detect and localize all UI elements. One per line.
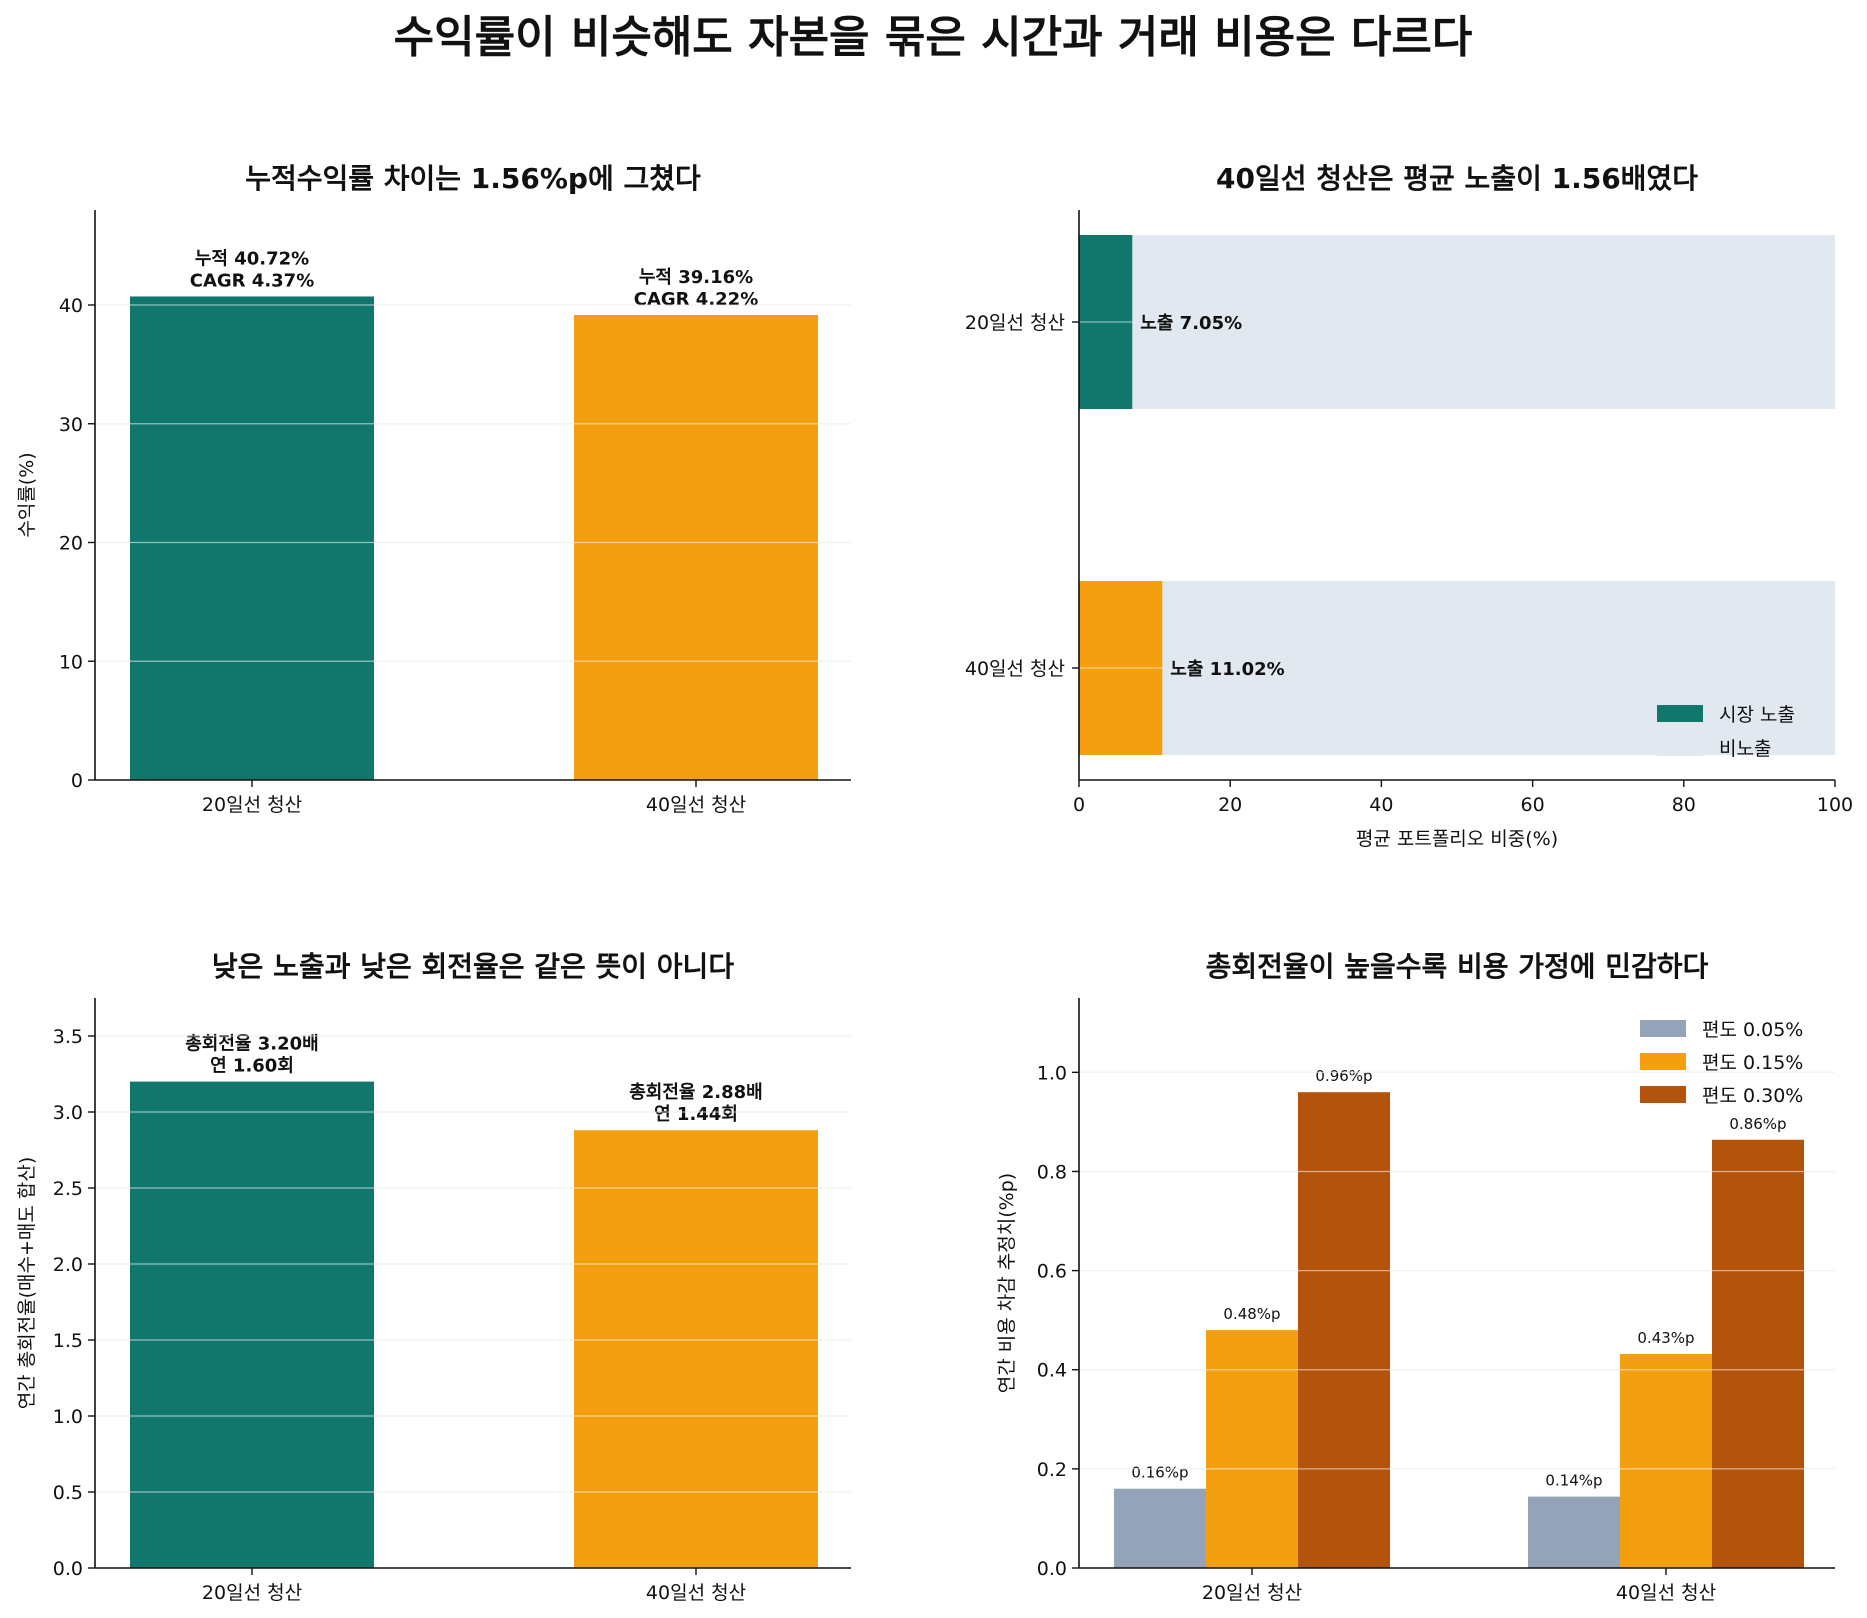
panel-cumulative-return-ytick-label: 20 — [59, 533, 83, 555]
panel-turnover-ytick-label: 3.0 — [53, 1102, 83, 1124]
panel-cumulative-return-bar-label: CAGR 4.37% — [190, 270, 315, 291]
panel-cost-sensitivity-legend-label: 편도 0.15% — [1702, 1052, 1803, 1074]
panel-turnover-ytick-label: 0.0 — [53, 1558, 83, 1580]
panel-cost-sensitivity-legend-swatch — [1640, 1086, 1686, 1103]
panel-turnover-bar — [574, 1130, 818, 1568]
panel-cost-sensitivity-ytick-label: 0.6 — [1037, 1261, 1067, 1283]
panel-cost-sensitivity-bar — [1620, 1353, 1712, 1568]
panel-turnover-bar-label: 연 1.60회 — [210, 1056, 294, 1077]
panel-cost-sensitivity-bar-label: 0.86%p — [1729, 1115, 1786, 1133]
panel-exposure-title: 40일선 청산은 평균 노출이 1.56배였다 — [1216, 162, 1698, 195]
panel-exposure-ytick-label: 40일선 청산 — [965, 658, 1065, 680]
panel-turnover-bar — [130, 1081, 374, 1568]
panel-cost-sensitivity-ylabel: 연간 비용 차감 추정치(%p) — [996, 1173, 1018, 1393]
panel-cumulative-return-ylabel: 수익률(%) — [16, 452, 38, 537]
panel-cumulative-return-ytick-label: 40 — [59, 295, 83, 317]
panel-cost-sensitivity-bar — [1298, 1092, 1390, 1568]
panel-cost-sensitivity-bar-label: 0.16%p — [1131, 1464, 1188, 1482]
panel-cumulative-return-xtick-label: 40일선 청산 — [646, 794, 746, 816]
panel-cost-sensitivity-ytick-label: 0.8 — [1037, 1161, 1067, 1183]
panel-cost-sensitivity-ytick-label: 0.0 — [1037, 1558, 1067, 1580]
panel-exposure-bar-label: 노출 7.05% — [1140, 313, 1242, 334]
panel-cost-sensitivity-bar — [1206, 1330, 1298, 1568]
panel-cost-sensitivity-legend-label: 편도 0.30% — [1702, 1085, 1803, 1107]
panel-turnover-bar-label: 총회전율 3.20배 — [185, 1034, 318, 1055]
panel-cost-sensitivity: 0.0 0.2 0.4 0.6 0.8 1.0 0.16%p 0.48%p 0.96%p 0.14… — [996, 950, 1835, 1604]
panel-cumulative-return-bar-label: CAGR 4.22% — [634, 289, 759, 310]
panel-turnover-title: 낮은 노출과 낮은 회전율은 같은 뜻이 아니다 — [212, 950, 734, 983]
panel-cumulative-return: 0 10 20 30 40 누적 40.72%CAGR 4.37% 누적 39.16%CAG… — [16, 162, 851, 816]
panel-cost-sensitivity-legend-label: 편도 0.05% — [1702, 1019, 1803, 1041]
panel-exposure-bar-unexposed — [1132, 235, 1835, 409]
panel-cumulative-return-ytick-label: 30 — [59, 414, 83, 436]
panel-cumulative-return-title: 누적수익률 차이는 1.56%p에 그쳤다 — [245, 162, 701, 195]
panel-cost-sensitivity-xtick-label: 40일선 청산 — [1616, 1582, 1716, 1604]
panel-turnover-ytick-label: 2.0 — [53, 1254, 83, 1276]
panel-exposure-xlabel: 평균 포트폴리오 비중(%) — [1356, 828, 1558, 850]
panel-turnover-xtick-label: 40일선 청산 — [646, 1582, 746, 1604]
panel-turnover-ytick-label: 1.5 — [53, 1330, 83, 1352]
panel-cumulative-return-ytick-label: 10 — [59, 651, 83, 673]
panel-cumulative-return-bar — [130, 296, 374, 780]
panel-turnover-bar-label: 연 1.44회 — [654, 1104, 738, 1125]
panel-cumulative-return-xtick-label: 20일선 청산 — [202, 794, 302, 816]
panel-cumulative-return-bar-label: 누적 39.16% — [639, 267, 753, 288]
panel-cost-sensitivity-bar — [1528, 1496, 1620, 1568]
panel-exposure-legend-label: 비노출 — [1719, 738, 1771, 760]
panel-cumulative-return-ytick-label: 0 — [71, 770, 83, 792]
panel-exposure-xtick-label: 80 — [1672, 794, 1696, 816]
panel-exposure-xtick-label: 60 — [1521, 794, 1545, 816]
panel-cumulative-return-bar — [574, 314, 818, 780]
panel-turnover-ylabel: 연간 총회전율(매수+매도 합산) — [16, 1157, 38, 1410]
panel-cost-sensitivity-bar — [1712, 1139, 1804, 1568]
panel-turnover-ytick-label: 2.5 — [53, 1178, 83, 1200]
figure-title: 수익률이 비슷해도 자본을 묶은 시간과 거래 비용은 다르다 — [394, 12, 1473, 63]
panel-cost-sensitivity-ytick-label: 0.2 — [1037, 1459, 1067, 1481]
panel-exposure-xtick-label: 100 — [1817, 794, 1853, 816]
panel-exposure-bar-unexposed — [1162, 581, 1835, 755]
panel-turnover-xtick-label: 20일선 청산 — [202, 1582, 302, 1604]
panel-cost-sensitivity-legend-swatch — [1640, 1020, 1686, 1037]
panel-cost-sensitivity-legend: 편도 0.05% 편도 0.15% 편도 0.30% — [1640, 1019, 1803, 1107]
panel-cost-sensitivity-xtick-label: 20일선 청산 — [1202, 1582, 1302, 1604]
panel-cost-sensitivity-ytick-label: 1.0 — [1037, 1062, 1067, 1084]
panel-cost-sensitivity-bar-label: 0.43%p — [1637, 1329, 1694, 1347]
panel-cost-sensitivity-bar — [1114, 1488, 1206, 1568]
panel-exposure-bar-label: 노출 11.02% — [1170, 659, 1284, 680]
panel-exposure-xtick-label: 0 — [1073, 794, 1085, 816]
panel-cost-sensitivity-legend-swatch — [1640, 1053, 1686, 1070]
panel-exposure-legend-label: 시장 노출 — [1719, 704, 1795, 726]
panel-exposure-xtick-label: 40 — [1369, 794, 1393, 816]
panel-turnover-ytick-label: 1.0 — [53, 1406, 83, 1428]
panel-turnover-ytick-label: 0.5 — [53, 1482, 83, 1504]
panel-exposure-xtick-label: 20 — [1218, 794, 1242, 816]
panel-exposure-legend-swatch — [1657, 705, 1703, 722]
panel-exposure-ytick-label: 20일선 청산 — [965, 312, 1065, 334]
panel-cost-sensitivity-bar-label: 0.96%p — [1315, 1067, 1372, 1085]
panel-turnover-ytick-label: 3.5 — [53, 1026, 83, 1048]
panel-cost-sensitivity-ytick-label: 0.4 — [1037, 1360, 1067, 1382]
panel-exposure-legend-swatch — [1657, 739, 1703, 756]
panel-turnover-bar-label: 총회전율 2.88배 — [629, 1082, 762, 1103]
panel-cost-sensitivity-bar-label: 0.14%p — [1545, 1472, 1602, 1490]
panel-cumulative-return-bar-label: 누적 40.72% — [195, 248, 309, 269]
panel-cost-sensitivity-title: 총회전율이 높을수록 비용 가정에 민감하다 — [1206, 950, 1709, 983]
panel-cost-sensitivity-bar-label: 0.48%p — [1223, 1305, 1280, 1323]
